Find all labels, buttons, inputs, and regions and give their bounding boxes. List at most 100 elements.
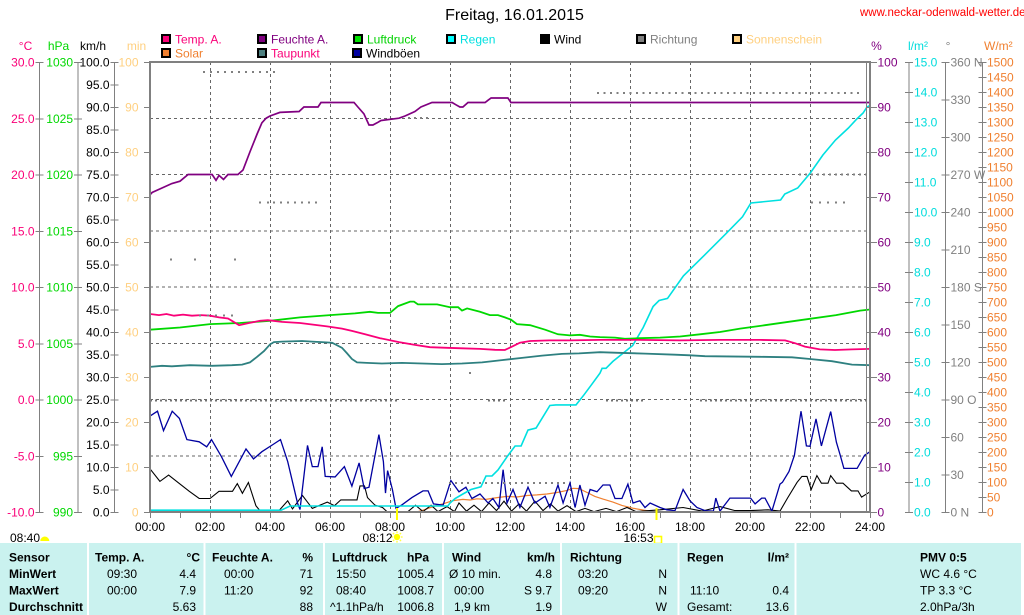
svg-text:50: 50 [987, 491, 1001, 505]
svg-text:S 9.7: S 9.7 [524, 584, 552, 598]
svg-text:7.9: 7.9 [179, 584, 196, 598]
svg-text:180 S: 180 S [951, 281, 982, 295]
svg-text:70.0: 70.0 [86, 191, 110, 205]
svg-text:Windböen: Windböen [366, 47, 420, 61]
svg-text:0.4: 0.4 [772, 584, 789, 598]
svg-text:08:12: 08:12 [362, 531, 392, 545]
svg-text:18:00: 18:00 [675, 520, 705, 534]
svg-text:50: 50 [878, 281, 892, 295]
svg-text:1000: 1000 [987, 206, 1014, 220]
svg-text:min: min [127, 39, 146, 53]
svg-text:W/m²: W/m² [984, 39, 1013, 53]
svg-text:950: 950 [987, 221, 1007, 235]
svg-text:250: 250 [987, 431, 1007, 445]
svg-text:60: 60 [125, 236, 139, 250]
svg-text:5.63: 5.63 [173, 600, 197, 614]
svg-text:08:40: 08:40 [10, 531, 40, 545]
svg-text:1150: 1150 [987, 161, 1013, 175]
svg-text:12.0: 12.0 [914, 146, 938, 160]
svg-text:10.0: 10.0 [86, 461, 110, 475]
svg-text:35.0: 35.0 [86, 348, 110, 362]
svg-text:50.0: 50.0 [86, 281, 110, 295]
svg-text:0: 0 [132, 506, 139, 520]
svg-text:60: 60 [951, 431, 965, 445]
svg-text:10.0: 10.0 [914, 206, 938, 220]
svg-text:15.0: 15.0 [914, 56, 938, 70]
svg-text:1300: 1300 [987, 116, 1014, 130]
svg-text:60: 60 [878, 236, 892, 250]
svg-text:10: 10 [878, 461, 892, 475]
svg-text:0.0: 0.0 [18, 393, 35, 407]
svg-text:20: 20 [878, 416, 892, 430]
svg-text:08:40: 08:40 [336, 584, 366, 598]
svg-text:300: 300 [987, 416, 1007, 430]
svg-text:150: 150 [987, 461, 1007, 475]
svg-text:13.0: 13.0 [914, 116, 938, 130]
svg-text:03:20: 03:20 [578, 567, 608, 581]
svg-text:90: 90 [878, 101, 892, 115]
svg-text:Gesamt:: Gesamt: [687, 600, 732, 614]
svg-text:90 O: 90 O [951, 393, 977, 407]
svg-text:10: 10 [125, 461, 139, 475]
svg-text:1010: 1010 [46, 281, 73, 295]
svg-text:1100: 1100 [987, 176, 1013, 190]
svg-text:30.0: 30.0 [11, 56, 35, 70]
svg-text:2.0: 2.0 [914, 446, 931, 460]
svg-text:850: 850 [987, 251, 1007, 265]
svg-text:Solar: Solar [175, 47, 203, 61]
svg-text:1025: 1025 [46, 112, 73, 126]
svg-text:06:00: 06:00 [315, 520, 345, 534]
svg-text:25.0: 25.0 [86, 393, 110, 407]
svg-text:Luftdruck: Luftdruck [332, 551, 388, 565]
svg-text:71: 71 [300, 567, 314, 581]
svg-text:30.0: 30.0 [86, 371, 110, 385]
svg-text:l/m²: l/m² [908, 39, 928, 53]
svg-text:www.neckar-odenwald-wetter.de: www.neckar-odenwald-wetter.de [859, 7, 1024, 19]
svg-text:2.0hPa/3h: 2.0hPa/3h [920, 600, 975, 614]
svg-text:0: 0 [987, 506, 994, 520]
svg-text:55.0: 55.0 [86, 258, 110, 272]
svg-text:80.0: 80.0 [86, 146, 110, 160]
svg-text:16:00: 16:00 [615, 520, 645, 534]
svg-text:20:00: 20:00 [735, 520, 765, 534]
svg-text:40.0: 40.0 [86, 326, 110, 340]
svg-text:Durchschnitt: Durchschnitt [9, 600, 83, 614]
svg-text:15:50: 15:50 [336, 567, 366, 581]
svg-text:360 N: 360 N [951, 56, 983, 70]
svg-text:Sonnenschein: Sonnenschein [746, 33, 822, 47]
svg-text:550: 550 [987, 341, 1007, 355]
svg-text:MaxWert: MaxWert [9, 584, 59, 598]
svg-text:100: 100 [118, 56, 138, 70]
svg-text:02:00: 02:00 [195, 520, 225, 534]
svg-text:25.0: 25.0 [11, 112, 35, 126]
svg-text:4.4: 4.4 [179, 567, 196, 581]
svg-text:Sensor: Sensor [9, 551, 50, 565]
svg-text:20: 20 [125, 416, 139, 430]
svg-text:hPa: hPa [48, 39, 70, 53]
svg-text:5.0: 5.0 [18, 337, 35, 351]
svg-text:1015: 1015 [46, 224, 73, 238]
svg-text:Temp. A.: Temp. A. [175, 33, 222, 47]
svg-text:08:00: 08:00 [375, 520, 405, 534]
svg-text:1005.4: 1005.4 [397, 567, 434, 581]
svg-text:40: 40 [125, 326, 139, 340]
svg-text:-10.0: -10.0 [7, 506, 35, 520]
svg-text:04:00: 04:00 [255, 520, 285, 534]
svg-text:900: 900 [987, 236, 1007, 250]
svg-text:1.0: 1.0 [914, 476, 931, 490]
svg-text:1500: 1500 [987, 56, 1014, 70]
svg-text:5.0: 5.0 [914, 356, 931, 370]
svg-text:1020: 1020 [46, 168, 73, 182]
svg-text:N: N [658, 584, 667, 598]
svg-text:600: 600 [987, 326, 1007, 340]
svg-text:5.0: 5.0 [93, 483, 110, 497]
svg-text:Wind: Wind [452, 551, 481, 565]
svg-text:1,9 km: 1,9 km [454, 600, 490, 614]
svg-text:95.0: 95.0 [86, 78, 110, 92]
svg-text:70: 70 [878, 191, 892, 205]
svg-text:Ø 10 min.: Ø 10 min. [449, 567, 501, 581]
svg-text:450: 450 [987, 371, 1007, 385]
svg-text:24:00: 24:00 [855, 520, 885, 534]
svg-text:330: 330 [951, 93, 971, 107]
svg-text:4.8: 4.8 [535, 567, 552, 581]
